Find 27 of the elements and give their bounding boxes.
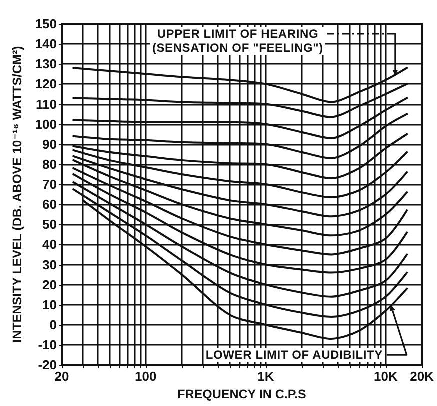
y-tick-label: 10 [42,297,57,312]
y-tick-label: 20 [42,277,57,292]
y-tick-label: 110 [36,96,57,112]
x-axis-title: FREQUENCY IN C.P.S [178,388,306,402]
y-tick-label: 70 [42,177,57,192]
y-tick-label: 150 [35,16,57,32]
y-tick-label: -20 [38,358,57,373]
y-tick-label: 50 [42,217,57,232]
x-tick-label: 1K [258,369,275,384]
y-tick-label: 130 [35,56,57,72]
y-tick-label: 0 [50,317,57,332]
y-tick-label: 30 [42,257,57,272]
annotation: UPPER LIMIT OF HEARING (SENSATION OF "FEELING") [150,27,326,55]
x-tick-label: 20 [54,369,70,384]
annotation: LOWER LIMIT OF AUDIBILITY [204,348,385,362]
x-tick-label: 20K [410,369,435,384]
y-tick-label: 90 [42,136,57,152]
y-tick-label: -10 [38,338,57,353]
y-tick-label: 120 [35,76,57,92]
y-axis-title: INTENSITY LEVEL (DB. ABOVE 10⁻¹⁶ WATTS/CM²) [10,46,24,343]
y-tick-label: 80 [42,156,57,172]
y-tick-label: 60 [42,197,57,212]
x-tick-label: 100 [135,369,157,384]
y-tick-label: 40 [42,237,57,252]
x-tick-label: 10K [374,369,398,384]
y-tick-label: 100 [35,116,57,132]
y-tick-label: 140 [35,36,57,52]
